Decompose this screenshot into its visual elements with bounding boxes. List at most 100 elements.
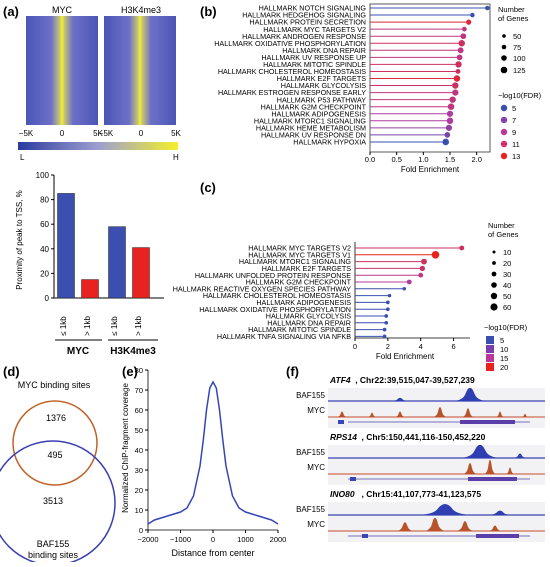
term-label: HALLMARK HYPOXIA [293,138,366,147]
y-tick-label: 20 [135,486,143,495]
size-legend-title-b: Number of Genes [498,5,529,23]
heatmap-h3k4me3 [104,16,176,125]
term-label: HALLMARK DNA REPAIR [267,318,351,327]
size-legend-value: 20 [503,259,511,268]
lollipop-dot [384,314,389,318]
venn-label-baf155: BAF155 binding sites [28,539,79,560]
term-label: HALLMARK MYC TARGETS V1 [248,250,351,259]
x-tick-label: 4 [419,342,423,351]
color-legend-dot [500,116,508,124]
term-label: HALLMARK GLYCOLYSIS [266,312,351,321]
lollipop-dot [459,245,465,251]
track-gene-label: INO80 [330,489,355,499]
color-legend-dot [500,104,508,112]
color-legend-swatch [486,336,494,344]
size-legend-dot [491,282,497,288]
genome-browser-tracks: ATF4 , Chr22:39,515,047-39,527,239 BAF155 M… [296,375,545,542]
term-label: HALLMARK G2M CHECKPOINT [261,102,367,111]
color-legend-swatch [486,363,494,371]
color-legend-value: 13 [512,152,520,161]
color-legend-title-c: −log10(FDR) [484,323,528,332]
y-tick-label: 60 [40,220,49,229]
term-label: HALLMARK MITOTIC SPINDLE [248,325,351,334]
size-legend-value: 50 [503,292,511,301]
myc-peak [521,413,529,417]
bar-xtick: > 1kb [83,316,92,336]
track-coords-label: , Chr15:41,107,773-41,123,575 [362,489,482,499]
color-legend-dot [500,128,508,136]
tss-proximity-bar-chart: Proximity of peak to TSS, % 0 20 40 60 80 100 [15,171,164,303]
color-legend-value: 20 [500,363,508,372]
x-tick-label: 0.5 [391,155,401,164]
term-label: HALLMARK TNFA SIGNALING VIA NFKB [217,332,351,341]
gene-model-exon [338,420,344,424]
dotplot-b-xlabel: Fold Enrichment [401,165,460,174]
myc-peak [483,459,497,474]
term-label: HALLMARK REACTIVE OXYGEN SPECIES PATHWAY [173,284,351,293]
gene-model-exon [362,534,368,538]
term-label: HALLMARK CHOLESTEROL HOMEOSTASIS [218,67,366,76]
y-tick-label: 50 [135,426,143,435]
lollipop-dot [452,89,459,96]
group-label-myc: MYC [67,346,89,357]
venn-count-myc-only: 1376 [46,413,66,423]
track-gene-label: RPS14 [330,432,357,442]
x-tick-label: 1.0 [418,155,428,164]
term-label: HALLMARK UNFOLDED PROTEIN RESPONSE [195,271,351,280]
term-label: HALLMARK ESTROGEN RESPONSE EARLY [218,88,366,97]
y-tick-label: 80 [40,196,49,205]
term-label: HALLMARK DNA REPAIR [282,46,366,55]
panel-label-b: (b) [200,4,217,19]
color-legend-value: 9 [512,128,516,137]
size-legend-dot [490,292,498,300]
lollipop-dot [387,293,392,298]
color-legend-dot [500,140,508,148]
lollipop-dot [462,26,467,32]
track-row-label: BAF155 [296,391,325,400]
lollipop-dot [431,251,440,259]
gene-model-exon [460,420,515,424]
coverage-line-chart: 0 10 20 30 40 50 60 70 80 −2000 −1000 0 1000 2000 [135,366,287,544]
lollipop-dot [466,19,472,25]
lollipop-dot [402,287,407,291]
bar [108,226,126,299]
size-legend-value: 60 [503,303,511,312]
x-tick-label: 0 [211,535,215,544]
myc-peak [487,525,503,531]
term-label: HALLMARK MYC TARGETS V2 [248,244,351,253]
lollipop-dot [446,117,454,125]
myc-peak [462,463,478,474]
panel-label-e: (e) [122,364,138,379]
panel-label-f: (f) [286,364,299,379]
colorbar-low-label: L [20,153,25,162]
y-tick-label: 0 [45,294,50,303]
size-legend-dot [501,44,507,50]
gene-model-exon [350,477,356,481]
term-label: HALLMARK MTORC1 SIGNALING [254,116,367,125]
color-legend-title-b: −log10(FDR) [498,91,542,100]
heatmap-tick: 0 [60,129,65,138]
panel-label-d: (d) [3,364,20,379]
heatmap-myc [26,16,98,125]
size-legend-dot [491,271,497,277]
y-tick-label: 60 [135,406,143,415]
track-row-label: MYC [307,520,325,529]
size-legend-value: 40 [503,281,511,290]
myc-peak [495,411,505,417]
bar-xtick: > 1kb [134,316,143,336]
color-legend-value: 11 [512,140,520,149]
lollipop-dot [386,307,390,312]
track-row-label: MYC [307,406,325,415]
venn-label-myc: MYC binding sites [18,380,91,390]
y-tick-label: 40 [135,446,143,455]
x-tick-label: −2000 [137,535,158,544]
color-legend-value: 5 [500,336,504,345]
term-label: HALLMARK HEDGEHOG SIGNALING [242,11,366,20]
venn-count-overlap: 495 [47,450,62,460]
venn-circle-myc [12,400,98,486]
term-label: HALLMARK MTORC1 SIGNALING [239,257,352,266]
term-label: HALLMARK ADIPOGENESIS [256,298,351,307]
term-label: HALLMARK UV RESPONSE UP [261,53,366,62]
bar-ylabel: Proximity of peak to TSS, % [15,190,24,289]
term-label: HALLMARK MITOTIC SPINDLE [263,60,366,69]
